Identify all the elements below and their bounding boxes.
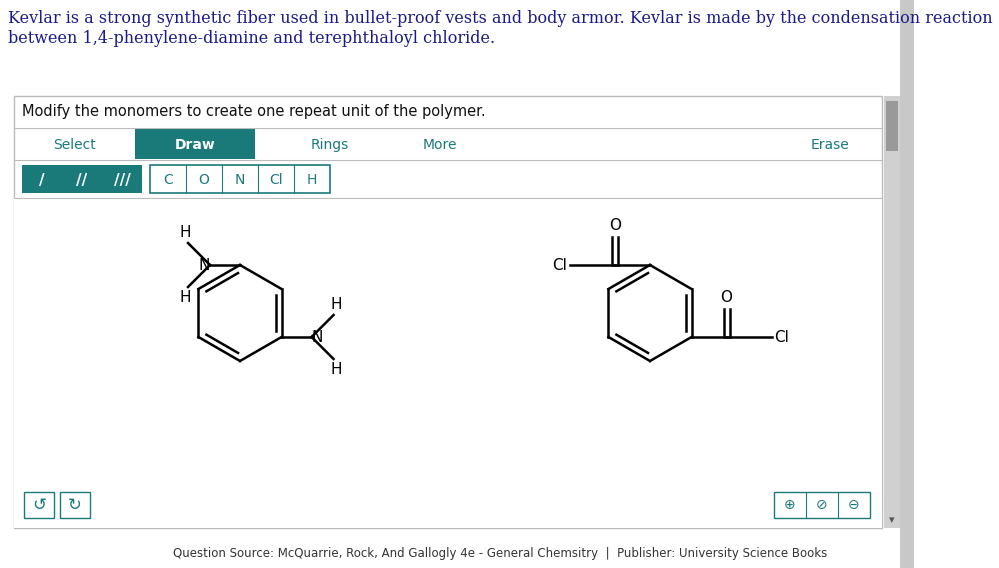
Text: Cl: Cl bbox=[774, 329, 789, 345]
Text: Select: Select bbox=[54, 138, 96, 152]
Bar bbox=[14, 198, 882, 528]
Text: H: H bbox=[179, 290, 191, 305]
Bar bbox=[22, 165, 142, 193]
Text: Kevlar is a strong synthetic fiber used in bullet-proof vests and body armor. Ke: Kevlar is a strong synthetic fiber used … bbox=[8, 10, 993, 27]
Text: H: H bbox=[179, 225, 191, 240]
Text: Cl: Cl bbox=[552, 257, 567, 273]
Text: O: O bbox=[720, 290, 732, 305]
Text: O: O bbox=[609, 218, 621, 233]
Text: Cl: Cl bbox=[269, 173, 283, 187]
Text: ▾: ▾ bbox=[889, 515, 895, 525]
Bar bbox=[24, 492, 54, 518]
Text: //: // bbox=[76, 173, 88, 187]
Text: Modify the monomers to create one repeat unit of the polymer.: Modify the monomers to create one repeat… bbox=[22, 104, 486, 119]
Text: N: N bbox=[235, 173, 245, 187]
Text: ⊘: ⊘ bbox=[816, 498, 828, 512]
Text: ///: /// bbox=[114, 173, 131, 187]
Text: Draw: Draw bbox=[175, 138, 216, 152]
Bar bbox=[884, 96, 900, 528]
Text: O: O bbox=[199, 173, 210, 187]
Text: ↺: ↺ bbox=[32, 496, 46, 514]
Bar bbox=[60, 492, 90, 518]
Bar bbox=[135, 129, 255, 159]
Text: H: H bbox=[331, 362, 343, 377]
Text: N: N bbox=[312, 329, 323, 345]
Text: between 1,4-phenylene-diamine and terephthaloyl chloride.: between 1,4-phenylene-diamine and tereph… bbox=[8, 30, 496, 47]
Text: H: H bbox=[307, 173, 318, 187]
Text: C: C bbox=[163, 173, 173, 187]
Bar bbox=[886, 101, 898, 151]
Bar bbox=[774, 492, 870, 518]
Text: ⊕: ⊕ bbox=[784, 498, 796, 512]
Text: /: / bbox=[39, 173, 45, 187]
Text: H: H bbox=[331, 297, 343, 312]
Bar bbox=[14, 96, 882, 528]
Text: N: N bbox=[199, 257, 210, 273]
Bar bbox=[900, 0, 914, 568]
Text: ↻: ↻ bbox=[68, 496, 82, 514]
Text: Rings: Rings bbox=[311, 138, 349, 152]
Text: Erase: Erase bbox=[810, 138, 849, 152]
Text: Question Source: McQuarrie, Rock, And Gallogly 4e - General Chemsitry  |  Publis: Question Source: McQuarrie, Rock, And Ga… bbox=[173, 548, 827, 561]
Text: ⊖: ⊖ bbox=[848, 498, 860, 512]
Text: More: More bbox=[423, 138, 458, 152]
Bar bbox=[150, 165, 330, 193]
